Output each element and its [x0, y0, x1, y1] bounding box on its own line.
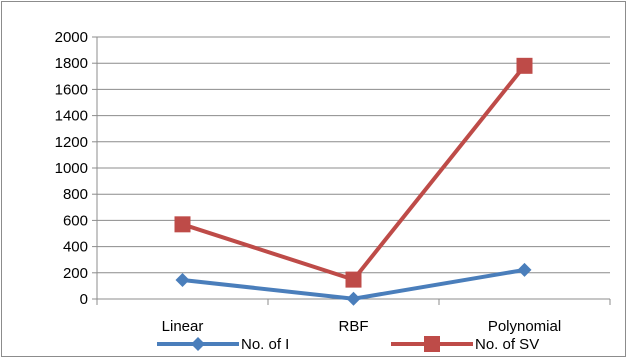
series-group [174, 57, 533, 306]
y-tick-labels: 0 200 400 600 800 1000 1200 1400 1600 1800 2000 [55, 29, 88, 308]
y-tick-label: 800 [63, 186, 88, 203]
x-tick-label: Linear [162, 318, 204, 335]
y-tick-label: 200 [63, 265, 88, 282]
y-tick-label: 1600 [55, 81, 88, 98]
legend-entry: No. of SV [391, 336, 539, 353]
y-tick-label: 1200 [55, 134, 88, 151]
series-1 [174, 57, 533, 288]
legend-label: No. of I [241, 336, 289, 353]
legend-marker [424, 336, 440, 352]
y-tick-label: 1400 [55, 108, 88, 125]
legend-entry: No. of I [157, 336, 289, 353]
y-tick-label: 0 [80, 291, 88, 308]
y-tick-label: 600 [63, 212, 88, 229]
legend: No. of I No. of SV [157, 336, 539, 353]
y-tick-label: 1000 [55, 160, 88, 177]
data-point [174, 216, 191, 233]
data-point [516, 57, 533, 74]
data-point [175, 273, 190, 288]
legend-marker [191, 337, 205, 351]
data-point [346, 291, 361, 306]
data-point [517, 262, 532, 277]
series-0 [175, 262, 532, 306]
y-tick-label: 2000 [55, 29, 88, 46]
x-tick-label: RBF [339, 318, 369, 335]
y-tick-label: 1800 [55, 55, 88, 72]
legend-label: No. of SV [475, 336, 539, 353]
chart-border [1, 1, 626, 357]
y-tick-label: 400 [63, 239, 88, 256]
x-tick-label: Polynomial [488, 318, 561, 335]
data-point [345, 271, 362, 288]
x-tick-labels: Linear RBF Polynomial [162, 318, 562, 335]
